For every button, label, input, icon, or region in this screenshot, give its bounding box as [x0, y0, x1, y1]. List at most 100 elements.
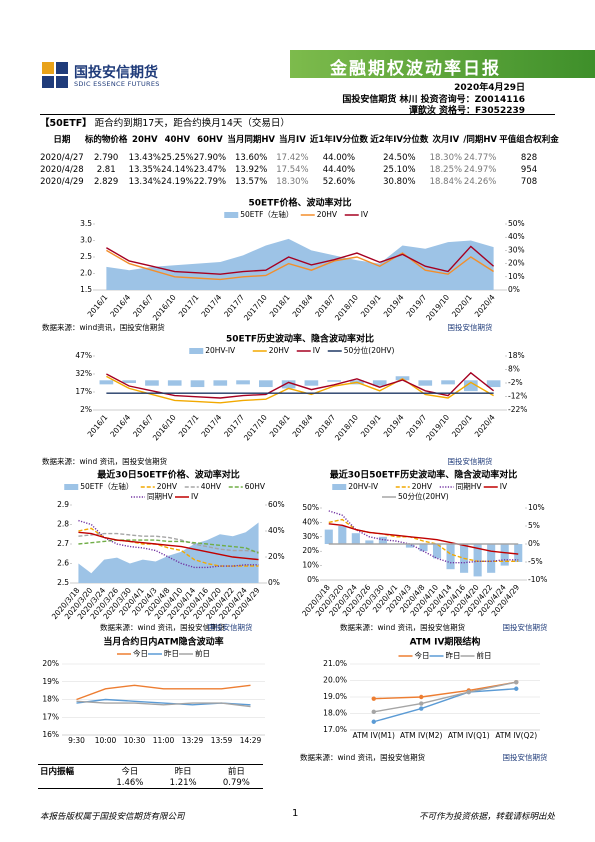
- x-tick-label: 2016/1: [86, 293, 110, 319]
- cell: 27.90%: [193, 153, 227, 163]
- watermark: 国投安信期货: [503, 622, 548, 632]
- row-label: 日内振幅: [40, 767, 75, 777]
- y-tick-label: 19.0%: [323, 692, 347, 701]
- y-tick-label: 50%: [302, 503, 319, 512]
- cell: 13.35%: [128, 165, 161, 175]
- line: [76, 700, 251, 708]
- legend-label: 60HV: [245, 482, 266, 491]
- cell: 1.46%: [116, 777, 144, 788]
- bar: [473, 544, 482, 577]
- table-tag: 【50ETF】: [40, 118, 92, 129]
- y2-tick-label: -22%: [508, 405, 527, 414]
- bar: [327, 380, 341, 382]
- legend-label: IV: [313, 346, 321, 355]
- legend-label: 50分位(20HV): [344, 345, 395, 355]
- bar: [500, 544, 509, 566]
- y-tick-label: 2.8: [57, 520, 69, 529]
- legend-label: 昨日: [446, 650, 461, 660]
- bar: [167, 380, 182, 386]
- y-tick-label: 2.5: [80, 252, 92, 261]
- x-tick-label: 2019/1: [359, 293, 383, 319]
- x-tick-label: 10:30: [124, 736, 146, 745]
- y-tick-label: 1.5: [80, 285, 92, 294]
- line: [106, 245, 495, 275]
- x-tick-label: ATM IV(M1): [353, 731, 395, 740]
- cell: 昨日: [174, 767, 192, 777]
- column-header: 40HV: [164, 135, 191, 145]
- bar: [372, 380, 387, 386]
- line: [106, 371, 495, 399]
- bar: [259, 380, 273, 388]
- line: [373, 681, 517, 700]
- x-tick-label: 2019/10: [424, 413, 451, 443]
- x-tick-label: 2016/4: [108, 413, 132, 439]
- cell: 17.42%: [276, 153, 309, 163]
- line: [78, 531, 259, 561]
- cell: 13.57%: [234, 177, 268, 187]
- chart-title: ATM IV期限结构: [410, 636, 481, 648]
- column-header: 平值组合权利金: [499, 135, 559, 145]
- column-header: 当月IV: [279, 135, 306, 145]
- legend-label: IV: [500, 482, 508, 491]
- cell: 13.60%: [234, 153, 268, 163]
- cell: 24.50%: [383, 153, 416, 163]
- y-tick-label: 3.0: [80, 236, 92, 245]
- legend-label: 50分位(20HV): [398, 491, 449, 501]
- legend-label: 20HV: [157, 482, 178, 491]
- cell: 22.79%: [193, 177, 227, 187]
- line: [76, 684, 251, 701]
- y2-tick-label: -10%: [528, 575, 547, 584]
- bar: [99, 380, 114, 385]
- table-note: 距合约到期17天，距合约换月14天（交易日）: [94, 118, 290, 129]
- y-tick-label: 2%: [80, 405, 92, 414]
- y-tick-label: 40%: [302, 517, 319, 526]
- legend-label: 50ETF（左轴）: [80, 481, 133, 491]
- y-tick-label: 20.0%: [323, 676, 347, 685]
- point: [514, 686, 519, 691]
- legend-label: 20HV: [317, 210, 338, 219]
- y2-tick-label: 0%: [268, 578, 280, 587]
- x-tick-label: 14:29: [240, 736, 262, 745]
- x-tick-label: 2018/1: [268, 413, 292, 439]
- line: [106, 375, 494, 404]
- cell: 0.79%: [222, 777, 250, 788]
- y2-tick-label: -5%: [528, 557, 543, 566]
- footer-left: 本报告版权属于国投安信期货有限公司: [40, 812, 185, 822]
- cell: 13.92%: [234, 165, 268, 175]
- y2-tick-label: 20%: [508, 259, 525, 268]
- column-header: 60HV: [197, 135, 223, 145]
- legend-label: 40HV: [201, 482, 222, 491]
- bar: [418, 380, 433, 386]
- summary-table: 日期 标的物价格 20HV 40HV 60HV 当月同期HV 当月IV 近1年IV分位数 近2年…: [40, 128, 560, 188]
- point: [419, 701, 424, 706]
- bar: [405, 544, 415, 548]
- author-line: 国投安信期货 林川 投资咨询号：Z0014116: [342, 95, 525, 105]
- cell: 前日: [227, 767, 245, 777]
- logo-subtitle: SDIC ESSENCE FUTURES: [74, 80, 160, 88]
- y-tick-label: 18.0%: [323, 709, 347, 718]
- y-tick-label: 18%: [42, 695, 59, 704]
- cell: 44.00%: [322, 153, 356, 163]
- x-tick-label: ATM IV(Q2): [495, 731, 537, 740]
- watermark: 国投安信期货: [208, 622, 253, 632]
- x-tick-label: 2018/1: [268, 293, 292, 319]
- cell: 18.84%: [429, 177, 463, 187]
- y2-tick-label: 60%: [268, 500, 285, 509]
- cell: 18.30%: [429, 153, 463, 163]
- x-tick-label: 2019/1: [359, 413, 383, 439]
- x-tick-label: 2018/4: [291, 413, 315, 439]
- divider: [40, 114, 555, 115]
- legend-label: 前日: [195, 648, 210, 658]
- column-header: 当月同期HV: [227, 135, 276, 145]
- cell: 24.97%: [463, 165, 497, 175]
- area: [106, 238, 494, 290]
- row: 1.46% 1.21% 0.79%: [38, 777, 263, 789]
- x-tick-label: 2019/10: [424, 293, 451, 323]
- source-note: 数据来源：wind资讯，国投安信期货: [42, 322, 165, 332]
- legend-swatch: [189, 348, 204, 354]
- cell: 18.25%: [429, 165, 463, 175]
- point: [466, 689, 471, 695]
- column-header: 20HV: [132, 135, 158, 145]
- x-tick-label: 2017/4: [199, 413, 223, 439]
- x-tick-label: 2018/10: [333, 413, 360, 443]
